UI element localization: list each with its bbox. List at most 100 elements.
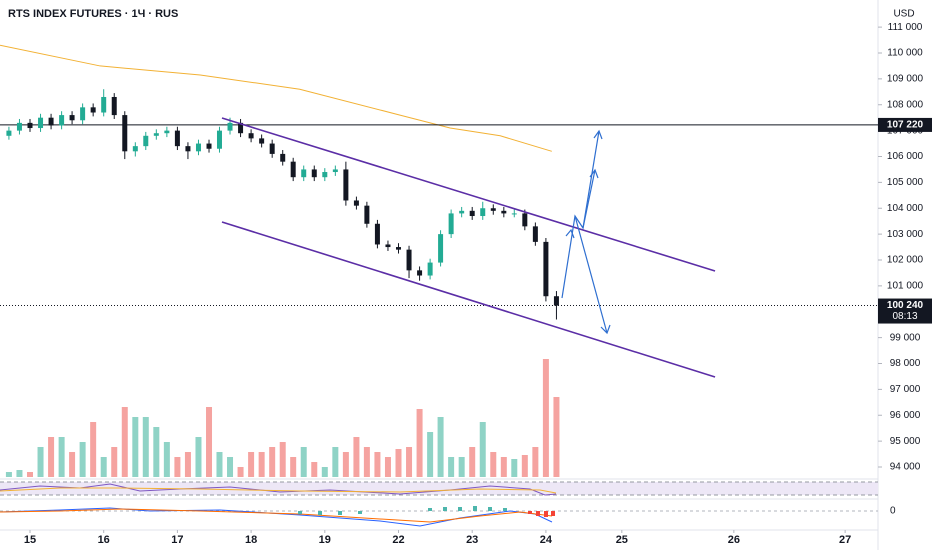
volume-bar [311, 462, 318, 477]
arrowhead [589, 168, 599, 179]
volume-bar [5, 472, 12, 477]
candle-body [132, 146, 138, 152]
x-tick-label: 19 [319, 534, 331, 546]
volume-bar [216, 452, 223, 477]
volume-bar [184, 452, 191, 477]
volume-bar [142, 417, 149, 477]
macd-histogram [528, 511, 555, 517]
last-price-box [878, 298, 932, 324]
candle-body [259, 138, 265, 144]
volume-bar [437, 417, 444, 477]
y-tick-label: 96 000 [890, 410, 921, 421]
candle-body [364, 205, 370, 224]
x-tick-label: 23 [466, 534, 478, 546]
x-tick-label: 15 [24, 534, 36, 546]
channel-line [221, 221, 716, 378]
x-tick-label: 27 [839, 534, 851, 546]
volume-bar [521, 455, 528, 477]
volume-bar [500, 457, 507, 477]
candle-body [543, 241, 549, 297]
volume-bar [511, 459, 518, 477]
rsi-ma-line [0, 487, 557, 494]
candle-body [490, 208, 496, 211]
forecast-arrows [561, 129, 611, 335]
y-tick-label: 105 000 [887, 177, 924, 188]
candle-body [385, 244, 391, 248]
y-tick-label: 95 000 [890, 436, 921, 447]
y-tick-label: 94 000 [890, 462, 921, 473]
macd-line [0, 507, 553, 527]
volume-bar [427, 432, 434, 477]
volume-bar [553, 397, 560, 477]
volume-bar [174, 457, 181, 477]
candle-body [553, 296, 559, 306]
volume-bar [416, 409, 423, 477]
x-tick-label: 26 [728, 534, 740, 546]
candle-body [280, 153, 286, 162]
candle-body [27, 122, 33, 129]
volume-bar [469, 447, 476, 477]
volume-bar [342, 452, 349, 477]
volume-bar [353, 437, 360, 477]
y-tick-label: 101 000 [887, 281, 924, 292]
candle-body [332, 169, 338, 173]
candle-body [48, 117, 54, 126]
volume-bar [321, 467, 328, 477]
price-label-box [878, 117, 932, 132]
candle-body [311, 169, 317, 178]
candle-body [101, 96, 107, 113]
candle-body [343, 169, 349, 201]
volume-bar [448, 457, 455, 477]
candle-body [122, 115, 128, 152]
y-tick-label: 109 000 [887, 74, 924, 85]
candle-body [501, 210, 507, 214]
x-tick-label: 18 [245, 534, 257, 546]
candle-body [269, 143, 275, 154]
volume-bar [384, 457, 391, 477]
x-tick-label: 17 [171, 534, 183, 546]
volume-bar [248, 452, 255, 477]
candle-body [438, 234, 444, 263]
volume-bar [395, 449, 402, 477]
signal-line [0, 508, 553, 523]
macd-pane [0, 506, 878, 527]
volume-bar [69, 452, 76, 477]
arrow [561, 130, 600, 299]
countdown: 08:13 [892, 311, 917, 322]
volume-bar [100, 457, 107, 477]
volume-bar [406, 447, 413, 477]
candle-body [427, 262, 433, 276]
volume-bar [532, 447, 539, 477]
candle-body [374, 223, 380, 245]
candle-body [301, 169, 307, 178]
y-tick-label: 106 000 [887, 151, 924, 162]
y-tick-label: 111 000 [888, 22, 923, 33]
indicator-tick-label: 0 [890, 506, 896, 517]
volume-bar [269, 447, 276, 477]
arrowhead [593, 129, 603, 140]
candle-body [511, 213, 517, 215]
candle-body [195, 143, 201, 152]
volume-bar [279, 442, 286, 477]
price-label: 107 220 [887, 120, 924, 131]
candle-body [16, 122, 22, 131]
x-tick-label: 25 [616, 534, 628, 546]
candle-body [143, 135, 149, 147]
candle-body [290, 161, 296, 178]
candle-body [6, 130, 12, 136]
candle-body [80, 107, 86, 121]
candle-body [227, 122, 233, 131]
candle-body [174, 130, 180, 147]
rsi-pane [0, 481, 878, 496]
currency: USD [893, 9, 914, 20]
volume-bar [111, 447, 118, 477]
candle-body [216, 130, 222, 149]
candle-body [153, 133, 159, 136]
arrow [574, 215, 608, 334]
candle-body [522, 213, 528, 227]
x-tick-label: 22 [392, 534, 404, 546]
candle-body [480, 208, 486, 217]
volume-bar [37, 447, 44, 477]
